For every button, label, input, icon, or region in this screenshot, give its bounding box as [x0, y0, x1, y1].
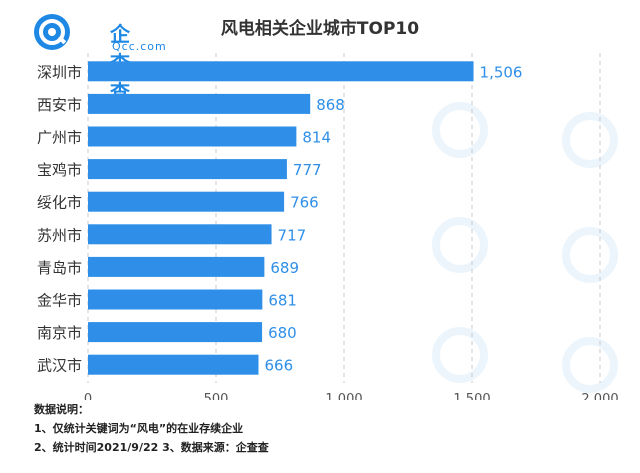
bar	[88, 224, 272, 245]
category-label: 金华市	[37, 292, 82, 310]
notes-line-2: 2、统计时间2021/9/22 3、数据来源：企查查	[34, 441, 269, 454]
x-tick-label: 0	[84, 392, 92, 400]
watermark-logo	[562, 227, 618, 283]
category-label: 南京市	[37, 324, 82, 342]
category-label: 青岛市	[37, 259, 82, 277]
category-label: 绥化市	[37, 194, 82, 212]
x-tick-label: 1,000	[325, 392, 362, 400]
x-tick-label: 500	[204, 392, 229, 400]
x-tick-label: 1,500	[453, 392, 490, 400]
bar	[88, 354, 259, 375]
bar	[88, 322, 263, 343]
data-notes: 数据说明： 1、仅统计关键词为“风电”的在业存续企业 2、统计时间2021/9/…	[34, 400, 269, 457]
data-label: 666	[264, 357, 293, 375]
notes-heading: 数据说明：	[34, 403, 89, 416]
category-label: 宝鸡市	[37, 161, 82, 179]
logo-domain: Qcc.com	[112, 40, 167, 53]
chart-title: 风电相关企业城市TOP10	[220, 19, 420, 39]
bar-chart: 0 500 1,000 1,500 2,000 深圳市 1,506 西安市 868 广州市 814 宝…	[37, 53, 619, 400]
data-label: 777	[293, 161, 322, 179]
category-label: 广州市	[37, 129, 82, 147]
watermark-logo	[432, 102, 488, 158]
category-label: 苏州市	[37, 226, 82, 244]
data-label: 689	[270, 259, 299, 277]
notes-line-1: 1、仅统计关键词为“风电”的在业存续企业	[34, 422, 244, 435]
category-label: 武汉市	[37, 357, 82, 375]
data-label: 868	[316, 96, 345, 114]
watermark-logo	[562, 337, 618, 393]
bar	[88, 289, 263, 310]
qcc-logo-icon	[34, 14, 70, 50]
bar	[88, 93, 311, 114]
bar	[88, 61, 474, 82]
data-label: 814	[302, 129, 331, 147]
category-label: 西安市	[37, 96, 82, 114]
data-label: 680	[268, 324, 297, 342]
bar	[88, 256, 265, 277]
watermark-logo	[432, 327, 488, 383]
data-label: 681	[268, 292, 297, 310]
watermark-logo	[562, 112, 618, 168]
data-label: 717	[278, 226, 307, 244]
category-label: 深圳市	[37, 63, 82, 81]
data-label: 766	[290, 194, 319, 212]
x-tick-label: 2,000	[581, 392, 618, 400]
bar	[88, 159, 287, 180]
data-label: 1,506	[480, 63, 523, 81]
bar	[88, 191, 285, 212]
watermark-logo	[432, 217, 488, 273]
bar	[88, 126, 297, 147]
